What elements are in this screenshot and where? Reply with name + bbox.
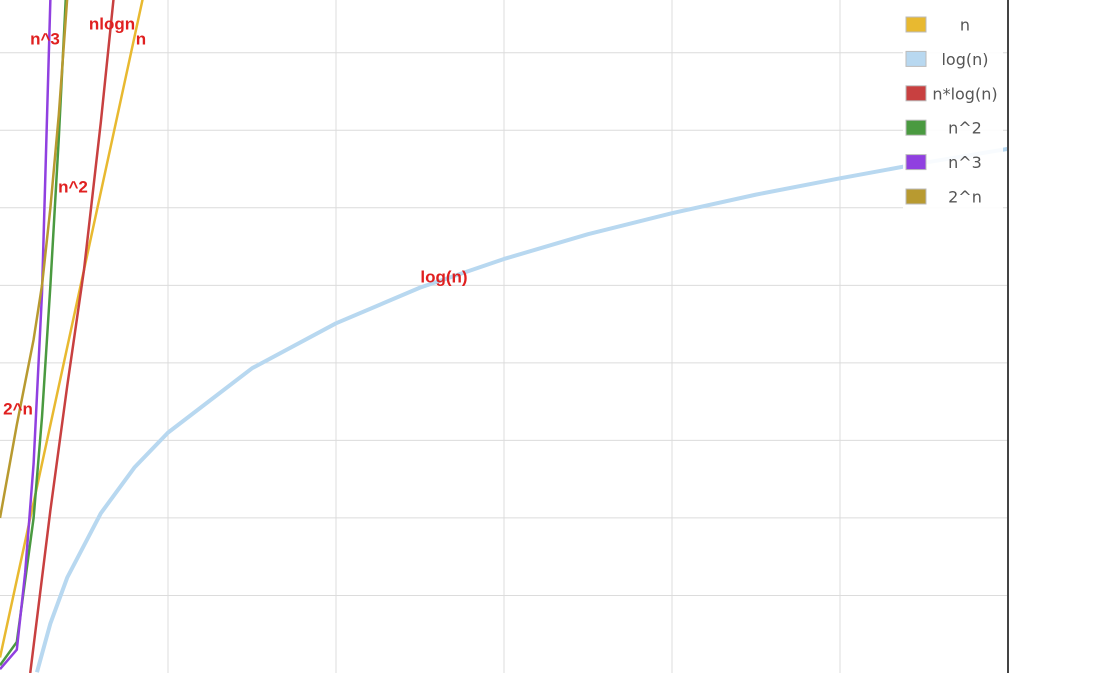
series-line [0, 0, 52, 670]
annotation: n^3 [30, 29, 60, 48]
legend-swatch [905, 119, 927, 136]
legend: n log(n) n*log(n) n^2 n^3 2^n [903, 8, 1003, 212]
legend-label: 2^n [948, 188, 982, 207]
annotation: n^2 [58, 177, 88, 196]
legend-swatch [905, 188, 927, 205]
series-line [28, 0, 115, 673]
legend-label: n*log(n) [932, 84, 997, 103]
annotation: n [136, 29, 146, 48]
annotation: nlogn [89, 14, 135, 33]
legend-box [903, 8, 1003, 212]
legend-swatch [905, 154, 927, 171]
legend-swatch [905, 16, 927, 33]
lines [0, 0, 1008, 673]
annotation: log(n) [420, 267, 467, 286]
legend-swatch [905, 50, 927, 67]
legend-label: n^2 [948, 119, 982, 138]
legend-swatch [905, 85, 927, 102]
series-line [35, 146, 1008, 673]
series-line [0, 0, 144, 658]
annotation: 2^n [3, 399, 33, 418]
legend-label: n [960, 16, 970, 35]
series-line [0, 0, 69, 519]
legend-label: log(n) [941, 50, 988, 69]
legend-label: n^3 [948, 153, 982, 172]
grid [0, 0, 1009, 673]
